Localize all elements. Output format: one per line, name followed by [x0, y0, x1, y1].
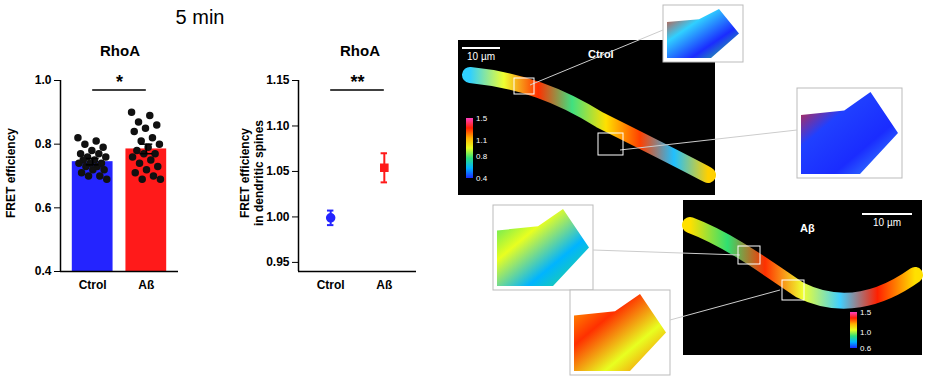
svg-text:1.00: 1.00 [266, 210, 290, 224]
svg-text:Aβ: Aβ [800, 222, 815, 234]
svg-text:1.10: 1.10 [266, 119, 290, 133]
html-text:FRET efficiency in dendritic s: FRET efficiency in dendritic spines [238, 120, 266, 226]
html-text:RhoA: RhoA [100, 42, 140, 59]
svg-text:1.5: 1.5 [476, 114, 488, 123]
svg-text:1.0: 1.0 [35, 73, 52, 87]
svg-text:0.4: 0.4 [35, 264, 52, 278]
svg-text:*: * [116, 72, 123, 92]
svg-text:Aß: Aß [138, 278, 154, 292]
svg-text:Aß: Aß [376, 278, 392, 292]
svg-text:Ctrol: Ctrol [588, 48, 614, 60]
svg-text:**: ** [350, 72, 364, 92]
svg-text:0.95: 0.95 [266, 255, 290, 269]
svg-text:Ctrol: Ctrol [79, 278, 107, 292]
html-text:FRET efficiency: FRET efficiency [4, 128, 18, 218]
svg-text:10 µm: 10 µm [467, 51, 495, 62]
svg-text:0.6: 0.6 [35, 201, 52, 215]
svg-text:0.6: 0.6 [860, 344, 872, 353]
svg-text:1.0: 1.0 [860, 328, 872, 337]
svg-text:1.5: 1.5 [860, 308, 872, 317]
svg-text:Ctrol: Ctrol [317, 278, 345, 292]
svg-text:0.4: 0.4 [476, 174, 488, 183]
html-text:5 min: 5 min [175, 6, 225, 28]
svg-text:0.8: 0.8 [35, 137, 52, 151]
svg-text:10 µm: 10 µm [873, 217, 901, 228]
html-text:RhoA: RhoA [340, 42, 380, 59]
svg-text:1.15: 1.15 [266, 73, 290, 87]
svg-text:1.05: 1.05 [266, 164, 290, 178]
svg-text:1.1: 1.1 [476, 136, 488, 145]
svg-text:0.8: 0.8 [476, 152, 488, 161]
